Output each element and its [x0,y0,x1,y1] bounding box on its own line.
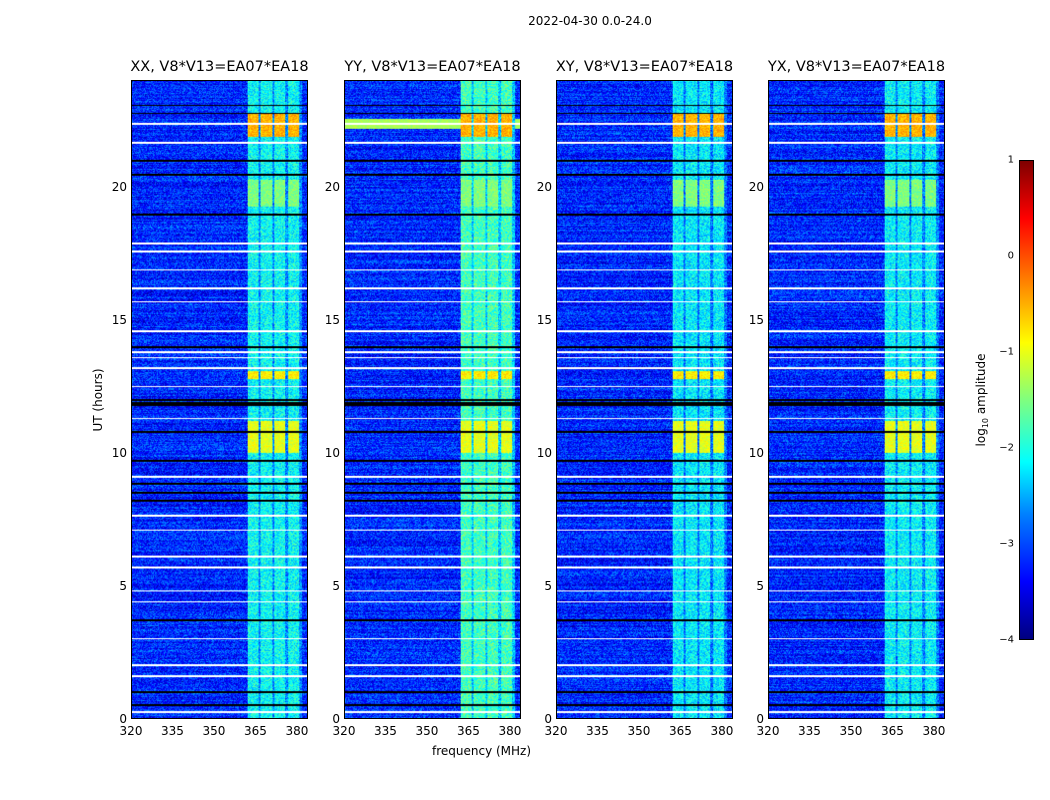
colorbar-tick-label: 1 [1007,154,1014,166]
x-tick-label: 350 [839,724,863,738]
heatmap-image [345,81,520,718]
colorbar-tick-label: −2 [999,442,1014,454]
y-axis-label: UT (hours) [91,368,105,432]
x-axis-label: frequency (MHz) [432,744,532,758]
y-tick-label: 10 [111,445,127,460]
x-tick-label: 320 [119,724,143,738]
y-tick-label: 10 [748,445,764,460]
x-tick-label: 365 [244,724,267,738]
y-tick-label: 5 [544,578,552,593]
y-tick-label: 0 [756,712,764,726]
heatmap-image [557,81,732,718]
y-tick-label: 0 [544,712,552,726]
panel-title: XX, V8*V13=EA07*EA18 [130,59,309,75]
x-tick-label: 365 [457,724,480,738]
x-tick-label: 320 [544,724,568,738]
x-tick-label: 350 [627,724,651,738]
heatmap-panel [556,80,733,719]
colorbar-tick-label: −4 [999,634,1014,646]
y-tick-label: 20 [536,179,552,194]
colorbar-tick-label: −1 [999,346,1014,358]
y-tick-label: 0 [332,712,340,726]
x-tick-label: 320 [756,724,780,738]
colorbar-tick-label: −3 [999,538,1014,550]
x-tick-label: 365 [669,724,692,738]
x-tick-label: 350 [202,724,226,738]
y-tick-label: 10 [536,445,552,460]
heatmap-image [769,81,944,718]
y-tick-label: 5 [332,578,340,593]
x-tick-label: 335 [798,724,821,738]
x-tick-label: 320 [332,724,356,738]
y-tick-label: 5 [119,578,127,593]
y-tick-label: 15 [111,312,127,327]
y-tick-label: 5 [756,578,764,593]
heatmap-image [132,81,307,718]
y-tick-label: 20 [324,179,340,194]
figure-suptitle: 2022-04-30 0.0-24.0 [528,14,652,28]
colorbar [1019,160,1034,640]
y-tick-label: 20 [748,179,764,194]
x-tick-label: 335 [161,724,184,738]
heatmap-panel [768,80,945,719]
x-tick-label: 380 [498,724,522,738]
x-tick-label: 380 [710,724,734,738]
panel-title: YX, V8*V13=EA07*EA18 [767,59,946,75]
x-tick-label: 335 [374,724,397,738]
y-tick-label: 10 [324,445,340,460]
x-tick-label: 380 [285,724,309,738]
panel-title: YY, V8*V13=EA07*EA18 [344,59,521,75]
heatmap-panel [344,80,521,719]
panel-title: XY, V8*V13=EA07*EA18 [555,59,734,75]
x-tick-label: 380 [922,724,946,738]
colorbar-tick-label: 0 [1007,250,1014,262]
heatmap-panel [131,80,308,719]
x-tick-label: 335 [586,724,609,738]
y-tick-label: 15 [536,312,552,327]
y-tick-label: 15 [748,312,764,327]
x-tick-label: 365 [881,724,904,738]
y-tick-label: 15 [324,312,340,327]
colorbar-label: log10 amplitude [973,353,991,447]
x-tick-label: 350 [415,724,439,738]
y-tick-label: 20 [111,179,127,194]
y-tick-label: 0 [119,712,127,726]
